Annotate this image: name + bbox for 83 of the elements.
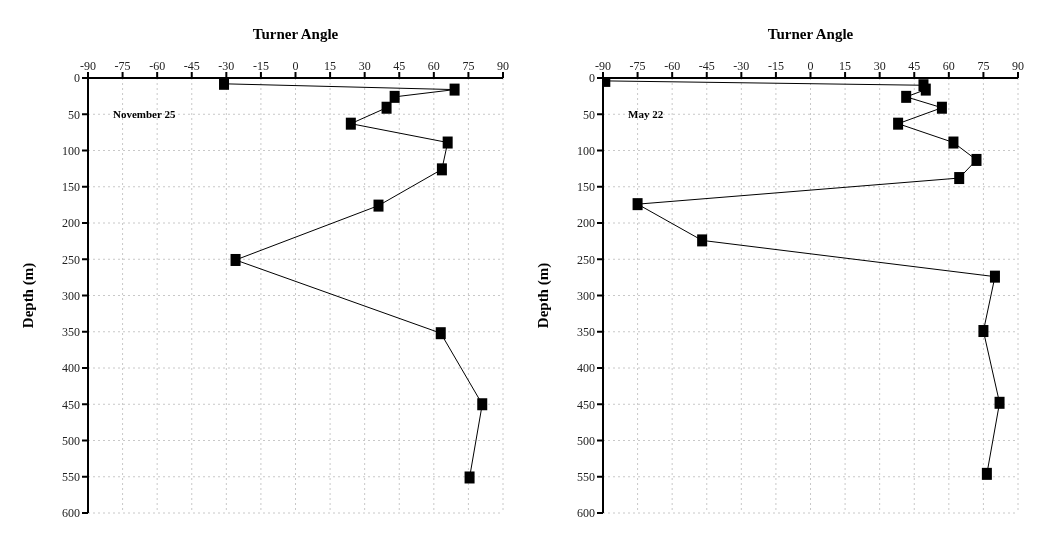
point <box>948 136 959 149</box>
point <box>978 325 989 338</box>
point <box>893 117 904 130</box>
x-tick-label: 15 <box>324 59 337 73</box>
point <box>954 172 965 185</box>
x-tick-label: 60 <box>942 59 955 73</box>
x-tick-label: 30 <box>358 59 371 73</box>
x-tick-label: -45 <box>698 59 715 73</box>
x-tick-label: -75 <box>114 59 131 73</box>
point <box>345 117 356 130</box>
x-tick-label: 0 <box>292 59 299 73</box>
x-tick-label: -60 <box>149 59 166 73</box>
y-tick-label: 200 <box>577 216 595 231</box>
point <box>920 83 931 96</box>
y-tick-label: 0 <box>74 71 80 86</box>
point <box>230 253 241 266</box>
y-tick-label: 400 <box>577 361 595 376</box>
point <box>381 101 392 114</box>
point <box>477 398 488 411</box>
x-tick-label: 45 <box>908 59 921 73</box>
point <box>435 327 446 340</box>
x-tick-label: -30 <box>218 59 235 73</box>
y-tick-label: 50 <box>68 107 80 122</box>
x-tick-label: 75 <box>977 59 990 73</box>
y-tick-label: 550 <box>62 470 80 485</box>
y-tick-label: 0 <box>589 71 595 86</box>
y-tick-label: 300 <box>577 288 595 303</box>
x-axis-title: Turner Angle <box>252 25 339 42</box>
x-tick-label: 60 <box>427 59 440 73</box>
x-tick-label: -90 <box>595 59 611 73</box>
y-tick-label: 100 <box>577 143 595 158</box>
point <box>389 90 400 103</box>
y-tick-label: 400 <box>62 361 80 376</box>
x-tick-label: 90 <box>1012 59 1024 73</box>
point <box>632 198 643 211</box>
point <box>436 163 447 176</box>
x-tick-label: 30 <box>873 59 886 73</box>
y-tick-label: 200 <box>62 216 80 231</box>
point <box>989 270 1000 283</box>
y-tick-label: 250 <box>62 252 80 267</box>
annotation: May 22 <box>628 108 664 120</box>
y-tick-label: 600 <box>577 506 595 521</box>
y-tick-label: 500 <box>62 433 80 448</box>
x-tick-label: 15 <box>839 59 852 73</box>
y-tick-label: 450 <box>577 397 595 412</box>
point <box>442 136 453 149</box>
y-axis-title: Depth (m) <box>20 262 38 329</box>
y-tick-label: 100 <box>62 143 80 158</box>
y-tick-label: 50 <box>583 107 595 122</box>
x-tick-label: -15 <box>252 59 269 73</box>
point <box>994 396 1005 409</box>
point <box>971 153 982 166</box>
point <box>936 101 947 114</box>
x-axis-title: Turner Angle <box>767 25 854 42</box>
x-tick-label: -45 <box>183 59 200 73</box>
y-tick-label: 300 <box>62 288 80 303</box>
point <box>464 471 475 484</box>
point <box>219 78 230 90</box>
x-tick-label: -90 <box>80 59 96 73</box>
y-tick-label: 600 <box>62 506 80 521</box>
y-tick-label: 350 <box>62 325 80 340</box>
point <box>901 90 912 103</box>
x-tick-label: -30 <box>733 59 750 73</box>
point <box>373 199 384 212</box>
y-axis-title: Depth (m) <box>535 262 553 329</box>
x-tick-label: 90 <box>497 59 509 73</box>
point <box>981 467 992 480</box>
point <box>697 234 708 247</box>
y-tick-label: 350 <box>577 325 595 340</box>
y-tick-label: 500 <box>577 433 595 448</box>
y-tick-label: 250 <box>577 252 595 267</box>
point <box>449 83 460 96</box>
y-tick-label: 150 <box>62 180 80 195</box>
x-tick-label: -60 <box>664 59 681 73</box>
x-tick-label: -15 <box>767 59 784 73</box>
annotation: November 25 <box>113 108 176 120</box>
y-tick-label: 150 <box>577 180 595 195</box>
x-tick-label: 0 <box>807 59 814 73</box>
y-tick-label: 550 <box>577 470 595 485</box>
y-tick-label: 450 <box>62 397 80 412</box>
x-tick-label: 45 <box>393 59 406 73</box>
x-tick-label: 75 <box>462 59 475 73</box>
x-tick-label: -75 <box>629 59 646 73</box>
